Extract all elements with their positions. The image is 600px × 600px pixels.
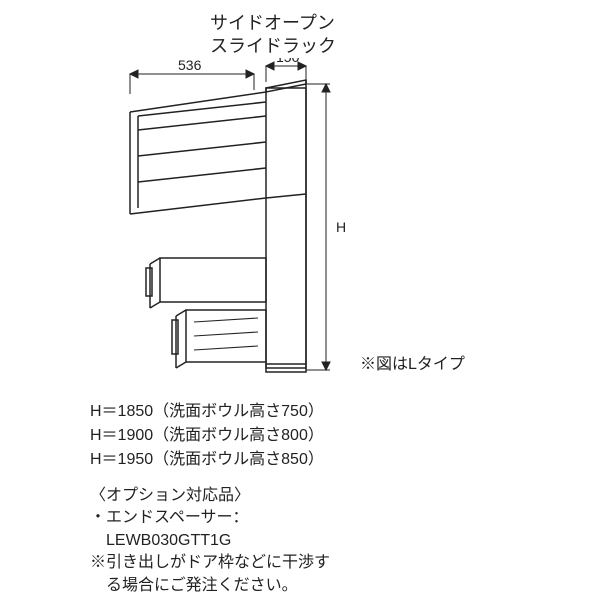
option-note-1: ※引き出しがドア枠などに干渉す	[90, 552, 330, 574]
cabinet-diagram: 536 150	[90, 58, 410, 388]
diagram-note: ※図はLタイプ	[360, 350, 465, 374]
figure-canvas: サイドオープン スライドラック 536 150	[0, 0, 600, 600]
option-note-2: る場合にご発注ください。	[90, 575, 330, 597]
title-line-2: スライドラック	[210, 36, 336, 56]
option-block: 〈オプション対応品〉 ・エンドスペーサー： LEWB030GTT1G ※引き出し…	[90, 485, 330, 597]
product-title: サイドオープン スライドラック	[210, 12, 336, 59]
dim-width: 536	[178, 58, 202, 73]
dim-depth: 150	[276, 58, 300, 65]
dim-height-label: H	[336, 219, 346, 235]
option-heading: 〈オプション対応品〉	[90, 485, 330, 507]
spec-line-3: H＝1950（洗面ボウル高さ850）	[90, 448, 324, 472]
title-line-1: サイドオープン	[210, 13, 335, 33]
spec-line-2: H＝1900（洗面ボウル高さ800）	[90, 424, 324, 448]
height-specs: H＝1850（洗面ボウル高さ750） H＝1900（洗面ボウル高さ800） H＝…	[90, 400, 324, 472]
option-item-code: LEWB030GTT1G	[90, 530, 330, 552]
option-item-label: ・エンドスペーサー：	[90, 507, 330, 529]
spec-line-1: H＝1850（洗面ボウル高さ750）	[90, 400, 324, 424]
